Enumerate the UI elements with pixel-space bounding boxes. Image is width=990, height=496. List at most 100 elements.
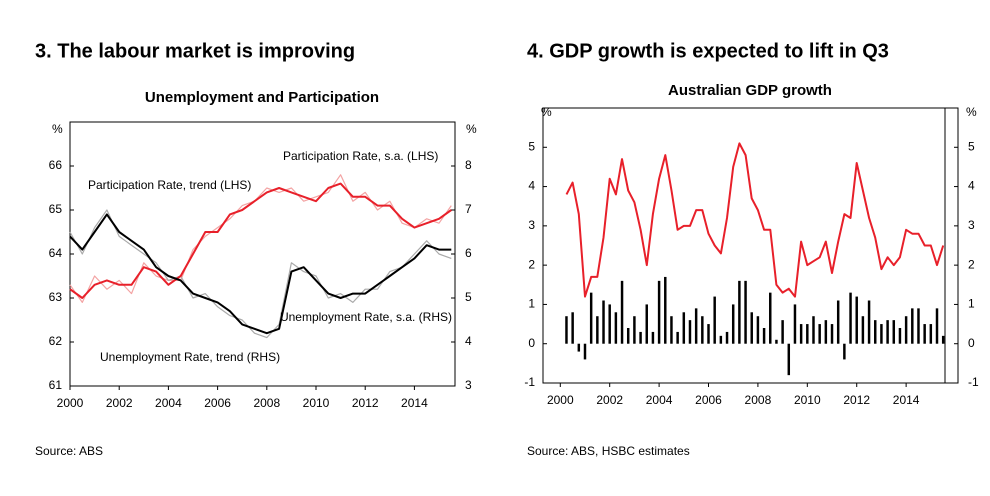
x-tick-label: 2010: [303, 396, 330, 410]
bar: [602, 300, 605, 344]
chart-title: 4. GDP growth is expected to lift in Q3: [527, 40, 889, 62]
y-tick-label: 63: [49, 290, 63, 304]
bar: [670, 316, 673, 344]
y-tick-label: 64: [49, 246, 63, 260]
y2-axis-label: %: [966, 105, 977, 119]
x-tick-label: 2006: [204, 396, 231, 410]
y-tick-label: 4: [528, 179, 535, 193]
x-tick-label: 2012: [352, 396, 379, 410]
y-tick-label: 0: [528, 336, 535, 350]
bar: [787, 343, 791, 376]
y2-tick-label: 2: [968, 257, 975, 271]
bar: [935, 308, 939, 344]
y2-axis-label: %: [466, 122, 477, 136]
y2-tick-label: 8: [465, 158, 472, 172]
y-tick-label: 3: [528, 218, 535, 232]
plot-frame: [542, 107, 959, 384]
bar: [725, 331, 729, 344]
bar: [657, 280, 661, 344]
bar: [707, 324, 710, 344]
bar: [892, 320, 896, 344]
line-series: [69, 174, 452, 303]
y2-tick-label: 1: [968, 297, 975, 311]
bar: [756, 316, 760, 344]
bar: [620, 280, 624, 344]
bar: [651, 331, 655, 344]
x-tick-label: 2014: [401, 396, 428, 410]
bar: [880, 324, 883, 344]
y-tick-label: 66: [49, 158, 63, 172]
bar: [633, 316, 636, 344]
y-tick-label: 5: [528, 139, 535, 153]
x-tick-label: 2000: [547, 393, 574, 407]
y2-tick-label: 3: [968, 218, 975, 232]
y2-tick-label: 5: [465, 290, 472, 304]
bar: [830, 324, 834, 344]
line-series: [69, 182, 452, 299]
y-tick-label: -1: [524, 375, 535, 389]
x-tick-label: 2010: [794, 393, 821, 407]
source: Source: ABS: [35, 444, 103, 458]
bar: [731, 304, 735, 344]
bar: [849, 292, 852, 344]
x-tick-label: 2004: [155, 396, 182, 410]
bar: [694, 308, 698, 344]
x-tick-label: 2004: [646, 393, 673, 407]
bar: [701, 316, 704, 344]
bar: [596, 316, 599, 344]
bar: [688, 320, 692, 344]
bar: [861, 316, 865, 344]
y-axis-label: %: [541, 105, 552, 119]
y2-tick-label: -1: [968, 375, 979, 389]
y-tick-label: 2: [528, 257, 535, 271]
bar: [836, 300, 840, 344]
x-tick-label: 2014: [893, 393, 920, 407]
bar: [898, 328, 902, 344]
bar: [762, 328, 766, 344]
x-tick-label: 2006: [695, 393, 722, 407]
bar: [843, 343, 846, 360]
bar: [645, 304, 648, 344]
line-series: [565, 142, 945, 298]
y-tick-label: 65: [49, 202, 63, 216]
bar: [769, 292, 772, 344]
bar: [911, 308, 914, 344]
bar: [750, 312, 753, 344]
bar: [738, 280, 741, 344]
bar: [874, 320, 877, 344]
x-tick-label: 2012: [843, 393, 870, 407]
bar: [812, 316, 815, 344]
x-tick-label: 2000: [57, 396, 84, 410]
bar: [713, 296, 716, 344]
bar: [886, 320, 889, 344]
bar: [923, 324, 926, 344]
bar: [682, 312, 686, 344]
bar: [583, 343, 587, 360]
y2-tick-label: 7: [465, 202, 472, 216]
line-series: [69, 213, 452, 335]
x-tick-label: 2002: [106, 396, 133, 410]
legend-label: Unemployment Rate, trend (RHS): [100, 350, 280, 364]
bar: [904, 316, 908, 344]
y-tick-label: 1: [528, 297, 535, 311]
bar: [806, 324, 809, 344]
x-tick-label: 2008: [253, 396, 280, 410]
bar: [589, 292, 593, 344]
bar: [744, 280, 747, 344]
bar: [639, 331, 642, 344]
bar: [608, 304, 611, 344]
chart-subtitle: Australian GDP growth: [668, 82, 832, 99]
bar: [565, 316, 568, 344]
y2-tick-label: 4: [968, 179, 975, 193]
bar: [719, 335, 723, 344]
legend-label: Participation Rate, trend (LHS): [88, 178, 251, 192]
legend-label: Unemployment Rate, s.a. (RHS): [280, 310, 452, 324]
line-series: [69, 209, 452, 339]
bar: [775, 339, 778, 344]
y2-tick-label: 4: [465, 334, 472, 348]
bar: [818, 324, 821, 344]
bar: [824, 320, 828, 344]
bar: [577, 343, 581, 352]
bar: [571, 312, 574, 344]
y-tick-label: 62: [49, 334, 63, 348]
